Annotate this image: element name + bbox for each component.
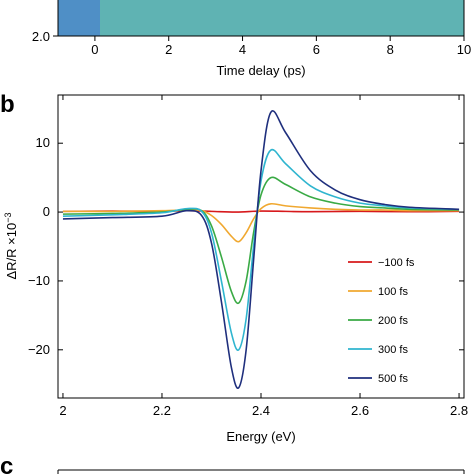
legend-label: 100 fs <box>378 286 408 298</box>
heatmap-x-tick-label: 10 <box>457 42 471 57</box>
heatmap-x-ticks: 0 2 4 6 8 10 <box>91 36 471 57</box>
series-lines <box>62 110 460 389</box>
heatmap-x-axis-title: Time delay (ps) <box>216 63 305 78</box>
panel-label-c: c <box>0 453 13 474</box>
heatmap-x-tick-label: 8 <box>387 42 394 57</box>
heatmap-post-zero <box>100 0 464 36</box>
y-axis-title: ΔR/R ×10−3 <box>3 212 19 279</box>
x-tick-label: 2.8 <box>450 403 468 418</box>
y-axis-title-main: ΔR/R ×10 <box>4 223 19 280</box>
legend-label: −100 fs <box>378 257 415 269</box>
x-tick-label: 2.2 <box>153 403 171 418</box>
panel-c-frame-top <box>57 469 465 474</box>
panel-b: 10 0 −10 −20 2 2.2 2.4 2.6 2.8 Energy (eV) ΔR/R… <box>3 94 468 444</box>
heatmap-frame <box>57 0 465 37</box>
series-line <box>62 148 460 351</box>
y-tick-label: 0 <box>43 204 50 219</box>
panel-a: 2.0 0 2 4 6 8 10 Time delay (ps) <box>32 0 471 78</box>
y-ticks: 10 0 −10 −20 <box>28 135 464 357</box>
heatmap-x-tick-label: 6 <box>313 42 320 57</box>
y-axis-title-exp: −3 <box>3 212 13 222</box>
heatmap-pre-zero <box>58 0 106 36</box>
panel-label-b: b <box>0 91 15 118</box>
heatmap-y-tick-label: 2.0 <box>32 29 50 44</box>
x-tick-label: 2.6 <box>351 403 369 418</box>
heatmap-x-tick-label: 4 <box>239 42 246 57</box>
legend-label: 200 fs <box>378 315 408 327</box>
legend: −100 fs 100 fs 200 fs 300 fs 500 fs <box>348 257 415 385</box>
series-line <box>62 176 460 305</box>
y-tick-label: 10 <box>36 135 50 150</box>
x-axis-title: Energy (eV) <box>226 429 295 444</box>
legend-label: 300 fs <box>378 344 408 356</box>
heatmap-x-tick-label: 2 <box>165 42 172 57</box>
x-ticks: 2 2.2 2.4 2.6 2.8 <box>59 95 468 418</box>
series-line <box>62 110 460 389</box>
x-tick-label: 2 <box>59 403 66 418</box>
heatmap-x-tick-label: 0 <box>91 42 98 57</box>
legend-label: 500 fs <box>378 373 408 385</box>
y-tick-label: −20 <box>28 342 50 357</box>
y-tick-label: −10 <box>28 273 50 288</box>
x-tick-label: 2.4 <box>252 403 270 418</box>
